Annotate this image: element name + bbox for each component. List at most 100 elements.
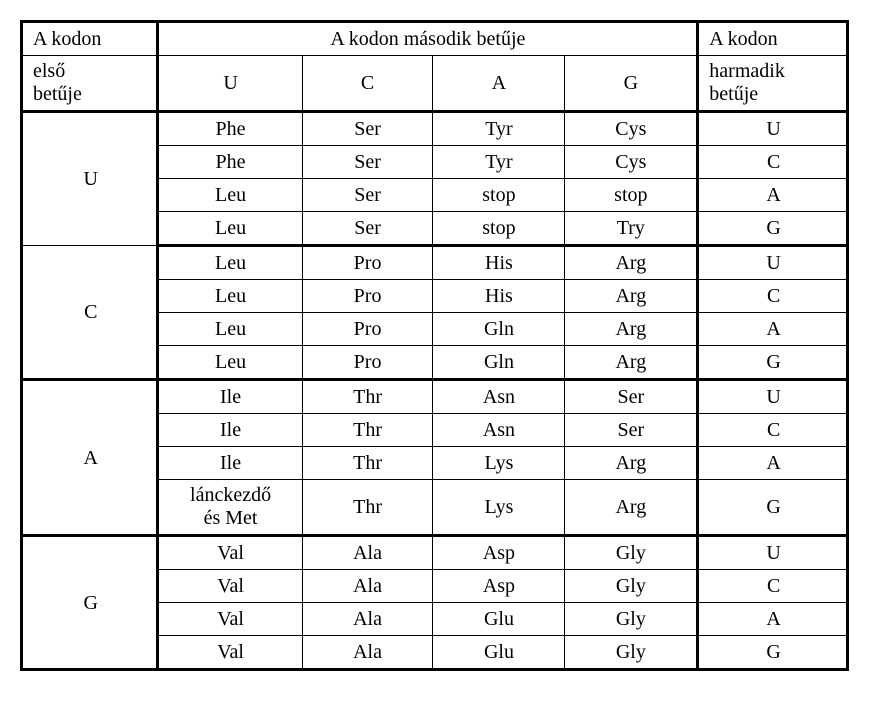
cell: Asp <box>433 536 565 570</box>
cell: Leu <box>158 313 302 346</box>
cell: His <box>433 280 565 313</box>
third-letter: A <box>698 447 848 480</box>
cell: Val <box>158 536 302 570</box>
cell: Arg <box>565 246 698 280</box>
third-letter: U <box>698 246 848 280</box>
cell: Glu <box>433 636 565 670</box>
cell: Gly <box>565 603 698 636</box>
cell: Pro <box>302 280 433 313</box>
title-first: A kodon <box>22 22 158 56</box>
cell: Try <box>565 212 698 246</box>
cell: lánckezdőés Met <box>158 480 302 536</box>
cell: Arg <box>565 346 698 380</box>
cell: Val <box>158 636 302 670</box>
cell: Ala <box>302 536 433 570</box>
cell: Val <box>158 570 302 603</box>
title-row: A kodon A kodon második betűje A kodon <box>22 22 848 56</box>
cell: Ser <box>565 380 698 414</box>
cell: Phe <box>158 146 302 179</box>
cell: Leu <box>158 179 302 212</box>
cell: Leu <box>158 346 302 380</box>
cell: Glu <box>433 603 565 636</box>
cell: Ser <box>302 179 433 212</box>
cell: Ile <box>158 380 302 414</box>
cell: Pro <box>302 313 433 346</box>
third-letter: U <box>698 112 848 146</box>
first-letter-U: U <box>22 112 158 246</box>
cell: Tyr <box>433 112 565 146</box>
cell: Lys <box>433 447 565 480</box>
cell: Gly <box>565 636 698 670</box>
header-first: elsőbetűje <box>22 56 158 112</box>
codon-table: A kodon A kodon második betűje A kodon e… <box>20 20 849 671</box>
first-letter-G: G <box>22 536 158 670</box>
cell: stop <box>565 179 698 212</box>
cell: Asp <box>433 570 565 603</box>
cell: Phe <box>158 112 302 146</box>
header-col-G: G <box>565 56 698 112</box>
cell: Ala <box>302 636 433 670</box>
cell: Ile <box>158 414 302 447</box>
cell: Cys <box>565 146 698 179</box>
cell: Cys <box>565 112 698 146</box>
third-letter: G <box>698 636 848 670</box>
third-letter: C <box>698 280 848 313</box>
header-third: harmadikbetűje <box>698 56 848 112</box>
cell: Ser <box>302 146 433 179</box>
cell: Ala <box>302 603 433 636</box>
cell: Pro <box>302 246 433 280</box>
cell: Arg <box>565 480 698 536</box>
third-letter: G <box>698 212 848 246</box>
cell: stop <box>433 212 565 246</box>
cell: Leu <box>158 280 302 313</box>
cell: Gln <box>433 346 565 380</box>
cell: Ser <box>302 212 433 246</box>
cell: stop <box>433 179 565 212</box>
header-col-U: U <box>158 56 302 112</box>
third-letter: C <box>698 570 848 603</box>
cell: Val <box>158 603 302 636</box>
third-letter: A <box>698 603 848 636</box>
third-letter: U <box>698 380 848 414</box>
header-col-A: A <box>433 56 565 112</box>
header-col-C: C <box>302 56 433 112</box>
cell: Pro <box>302 346 433 380</box>
first-letter-A: A <box>22 380 158 536</box>
cell: Gly <box>565 536 698 570</box>
first-letter-C: C <box>22 246 158 380</box>
cell: Asn <box>433 380 565 414</box>
table-row: U Phe Ser Tyr Cys U <box>22 112 848 146</box>
cell: Gln <box>433 313 565 346</box>
cell: Arg <box>565 447 698 480</box>
third-letter: A <box>698 313 848 346</box>
third-letter: G <box>698 480 848 536</box>
cell: Arg <box>565 313 698 346</box>
cell: Thr <box>302 380 433 414</box>
cell: His <box>433 246 565 280</box>
cell: Ser <box>565 414 698 447</box>
table-row: G Val Ala Asp Gly U <box>22 536 848 570</box>
cell: Lys <box>433 480 565 536</box>
cell: Leu <box>158 246 302 280</box>
title-third: A kodon <box>698 22 848 56</box>
cell: Ala <box>302 570 433 603</box>
third-letter: C <box>698 414 848 447</box>
third-letter: G <box>698 346 848 380</box>
header-row: elsőbetűje U C A G harmadikbetűje <box>22 56 848 112</box>
cell: Ser <box>302 112 433 146</box>
cell: Gly <box>565 570 698 603</box>
title-second: A kodon második betűje <box>158 22 698 56</box>
cell: Thr <box>302 447 433 480</box>
third-letter: A <box>698 179 848 212</box>
table-row: A Ile Thr Asn Ser U <box>22 380 848 414</box>
third-letter: U <box>698 536 848 570</box>
cell: Tyr <box>433 146 565 179</box>
table-row: C Leu Pro His Arg U <box>22 246 848 280</box>
cell: Leu <box>158 212 302 246</box>
cell: Arg <box>565 280 698 313</box>
cell: Ile <box>158 447 302 480</box>
cell: Asn <box>433 414 565 447</box>
third-letter: C <box>698 146 848 179</box>
cell: Thr <box>302 480 433 536</box>
cell: Thr <box>302 414 433 447</box>
